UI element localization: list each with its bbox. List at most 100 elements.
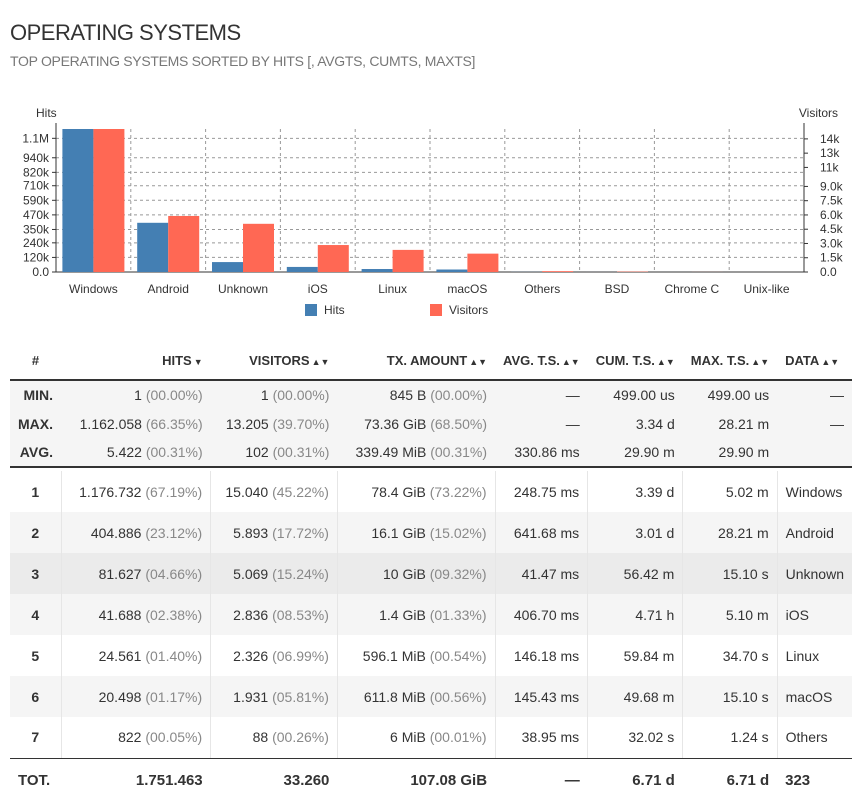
tx-value: 596.1 MiB <box>362 647 426 664</box>
table-row[interactable]: 7 822 (00.05%) 88 (00.26%) 6 MiB (00.01%) 38… <box>10 717 852 759</box>
visitors-percent: (06.99%) <box>272 647 329 664</box>
stat-tx: 73.36 GiB (68.50%) <box>337 409 496 438</box>
avg-ts-value: 146.18 ms <box>513 647 580 664</box>
col-header-tx-amount[interactable]: TX. AMOUNT ▲▼ <box>337 342 495 380</box>
col-header-avg-label: AVG. T.S. <box>503 353 560 368</box>
stat-hits-value: 5.422 <box>106 444 142 460</box>
y-tick-label-right: 3.0k <box>820 236 844 250</box>
stat-cum-value: 499.00 us <box>613 387 675 403</box>
stat-data-value: — <box>830 415 844 432</box>
tx-value: 78.4 GiB <box>371 483 426 500</box>
row-data: Windows <box>776 471 852 512</box>
os-name: Windows <box>785 483 843 500</box>
col-header-tx-label: TX. AMOUNT <box>386 353 468 368</box>
table-row[interactable]: 1 1.176.732 (67.19%) 15.040 (45.22%) 78.4 G… <box>10 471 852 512</box>
tx-value: 16.1 GiB <box>371 524 426 541</box>
spacer-row <box>10 467 852 471</box>
total-avg-value: — <box>564 771 580 789</box>
stat-visitors: 1 (00.00%) <box>210 380 338 409</box>
stat-hits-percent: (66.35%) <box>145 415 203 432</box>
table-row[interactable]: 2 404.886 (23.12%) 5.893 (17.72%) 16.1 GiB … <box>10 512 852 553</box>
row-number-text: 1 <box>31 483 40 500</box>
total-label: TOT. <box>10 758 61 801</box>
col-header-visitors[interactable]: VISITORS ▲▼ <box>211 342 338 380</box>
tx-value: 6 MiB <box>390 729 426 746</box>
col-header-hits[interactable]: HITS ▼ <box>61 342 211 380</box>
row-data: Android <box>776 512 852 553</box>
visitors-percent: (08.53%) <box>272 606 329 623</box>
row-tx: 16.1 GiB (15.02%) <box>336 512 496 553</box>
max-ts-value: 5.10 m <box>725 606 769 623</box>
stat-avg-value: 330.86 ms <box>514 444 580 460</box>
row-tx: 596.1 MiB (00.54%) <box>336 635 496 676</box>
y-axis-title-left: Hits <box>36 106 57 120</box>
hits-value: 404.886 <box>90 524 142 541</box>
row-avg: 38.95 ms <box>494 717 588 759</box>
col-header-cum-ts[interactable]: CUM. T.S. ▲▼ <box>588 342 683 380</box>
stat-visitors-value: 102 <box>245 444 269 460</box>
y-tick-label-left: 1.1M <box>22 131 49 145</box>
y-tick-label-left: 0.0 <box>32 265 49 279</box>
cum-ts-value: 59.84 m <box>623 647 675 664</box>
total-data-value: 323 <box>785 771 811 789</box>
table-row[interactable]: 3 81.627 (04.66%) 5.069 (15.24%) 10 GiB (09… <box>10 553 852 594</box>
panel-title: OPERATING SYSTEMS <box>10 20 241 45</box>
stat-label: MAX. <box>10 409 61 438</box>
stat-cum: 499.00 us <box>587 380 683 409</box>
stat-cum-value: 29.90 m <box>624 444 675 460</box>
sort-both-icon: ▲▼ <box>561 357 580 367</box>
legend-label-hits: Hits <box>324 303 345 317</box>
row-visitors: 15.040 (45.22%) <box>210 471 338 512</box>
stat-label-text: AVG. <box>19 444 53 460</box>
visitors-percent: (15.24%) <box>272 565 329 582</box>
stat-max: 499.00 us <box>682 380 778 409</box>
col-header-cum-label: CUM. T.S. <box>595 353 655 368</box>
tx-percent: (01.33%) <box>429 606 487 623</box>
x-tick-label: Linux <box>378 282 407 296</box>
x-tick-label: BSD <box>605 282 630 296</box>
visitors-value: 2.326 <box>233 647 269 664</box>
stat-tx-value: 339.49 MiB <box>355 444 427 460</box>
stat-hits-value: 1 <box>134 387 142 403</box>
table-row[interactable]: 6 20.498 (01.17%) 1.931 (05.81%) 611.8 MiB … <box>10 676 852 717</box>
col-header-max-ts[interactable]: MAX. T.S. ▲▼ <box>683 342 777 380</box>
col-header-avg-ts[interactable]: AVG. T.S. ▲▼ <box>495 342 588 380</box>
os-name: macOS <box>785 688 833 705</box>
total-tx-value: 107.08 GiB <box>410 771 488 789</box>
table-row[interactable]: 4 41.688 (02.38%) 2.836 (08.53%) 1.4 GiB (0… <box>10 594 852 635</box>
stat-data <box>777 438 852 468</box>
row-hits: 20.498 (01.17%) <box>60 676 211 717</box>
row-number: 2 <box>10 512 61 553</box>
hits-percent: (04.66%) <box>145 565 203 582</box>
stat-label-text: MAX. <box>18 415 53 432</box>
legend-swatch-visitors <box>430 304 442 316</box>
bar-hits-linux <box>361 269 393 272</box>
total-max: 6.71 d <box>682 758 778 801</box>
sort-both-icon: ▲▼ <box>311 357 330 367</box>
col-header-data[interactable]: DATA ▲▼ <box>777 342 852 380</box>
stats-row: MIN. 1 (00.00%) 1 (00.00%) 845 B (00.00%) —4… <box>10 380 852 409</box>
row-visitors: 2.326 (06.99%) <box>210 635 338 676</box>
row-cum: 49.68 m <box>587 676 683 717</box>
row-number: 4 <box>10 594 61 635</box>
hits-percent: (01.40%) <box>145 647 203 664</box>
total-row: TOT. 1.751.463 33.260 107.08 GiB — 6.71 d 6.71… <box>10 758 852 801</box>
row-hits: 81.627 (04.66%) <box>60 553 211 594</box>
y-tick-label-left: 470k <box>23 208 50 222</box>
row-number: 6 <box>10 676 61 717</box>
sort-both-icon: ▲▼ <box>751 357 770 367</box>
avg-ts-value: 41.47 ms <box>521 565 580 582</box>
stat-cum: 29.90 m <box>587 438 683 468</box>
row-hits: 1.176.732 (67.19%) <box>60 471 211 512</box>
row-tx: 78.4 GiB (73.22%) <box>336 471 496 512</box>
sort-desc-icon: ▼ <box>193 357 203 367</box>
total-data: 323 <box>777 758 852 801</box>
row-avg: 145.43 ms <box>494 676 588 717</box>
y-tick-label-right: 1.5k <box>820 251 844 265</box>
row-visitors: 1.931 (05.81%) <box>210 676 338 717</box>
bar-hits-macos <box>436 269 468 272</box>
row-max: 15.10 s <box>682 553 778 594</box>
row-cum: 3.39 d <box>587 471 683 512</box>
table-row[interactable]: 5 24.561 (01.40%) 2.326 (06.99%) 596.1 MiB … <box>10 635 852 676</box>
x-tick-label: Others <box>524 282 560 296</box>
